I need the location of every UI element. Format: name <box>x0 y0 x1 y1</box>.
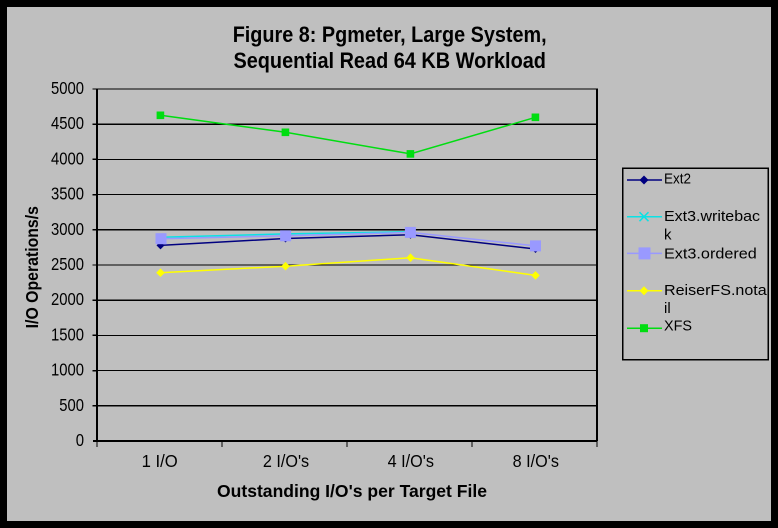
svg-text:ReiserFS.nota: ReiserFS.nota <box>664 282 767 299</box>
svg-text:8 I/O's: 8 I/O's <box>513 451 560 471</box>
svg-text:1 I/O: 1 I/O <box>142 451 178 471</box>
svg-text:2500: 2500 <box>51 254 84 274</box>
svg-text:3500: 3500 <box>51 184 84 204</box>
svg-text:k: k <box>664 226 672 243</box>
svg-text:1000: 1000 <box>51 360 84 380</box>
svg-text:4500: 4500 <box>51 113 84 133</box>
svg-text:Outstanding I/O's per Target F: Outstanding I/O's per Target File <box>217 481 487 501</box>
svg-text:Ext2: Ext2 <box>664 171 691 188</box>
svg-text:500: 500 <box>59 395 84 415</box>
svg-text:Ext3.ordered: Ext3.ordered <box>664 245 757 262</box>
svg-text:3000: 3000 <box>51 219 84 239</box>
svg-text:2 I/O's: 2 I/O's <box>263 451 310 471</box>
svg-text:4000: 4000 <box>51 148 84 168</box>
svg-text:I/O Operations/s: I/O Operations/s <box>22 206 42 329</box>
svg-text:Sequential Read 64 KB Workload: Sequential Read 64 KB Workload <box>233 48 546 73</box>
svg-text:2000: 2000 <box>51 289 84 309</box>
svg-text:Ext3.writebac: Ext3.writebac <box>664 208 761 225</box>
svg-text:0: 0 <box>76 430 85 450</box>
svg-text:XFS: XFS <box>664 318 692 335</box>
svg-text:Figure 8: Pgmeter, Large Syste: Figure 8: Pgmeter, Large System, <box>233 22 547 47</box>
svg-text:5000: 5000 <box>51 78 84 98</box>
svg-text:4 I/O's: 4 I/O's <box>388 451 435 471</box>
svg-text:1500: 1500 <box>51 324 84 344</box>
svg-text:il: il <box>664 300 671 317</box>
